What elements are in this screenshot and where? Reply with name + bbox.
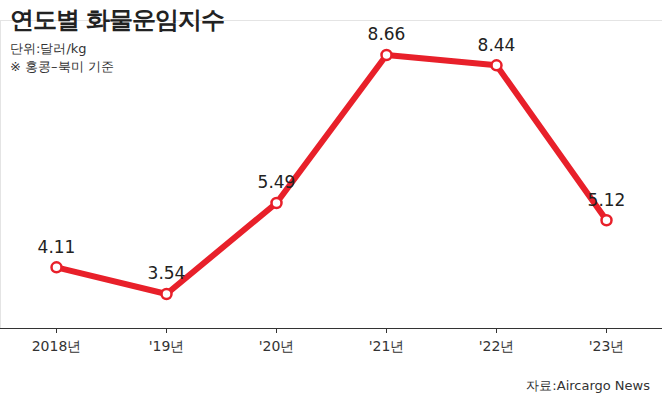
svg-text:4.11: 4.11	[38, 237, 76, 257]
html-text:※ 홍콩–북미 기준: ※ 홍콩–북미 기준	[10, 59, 114, 74]
svg-text:'22년: '22년	[479, 338, 515, 354]
svg-text:'23년: '23년	[589, 338, 625, 354]
svg-text:'21년: '21년	[369, 338, 405, 354]
svg-text:8.66: 8.66	[368, 24, 406, 44]
html-text:연도별 화물운임지수: 연도별 화물운임지수	[10, 6, 225, 34]
html-text:단위:달러/kg: 단위:달러/kg	[10, 41, 87, 56]
svg-text:'20년: '20년	[259, 338, 295, 354]
svg-text:'19년: '19년	[149, 338, 185, 354]
html-text:자료:Aircargo News: 자료:Aircargo News	[526, 378, 650, 393]
svg-text:2018년: 2018년	[32, 338, 82, 354]
svg-text:5.49: 5.49	[258, 172, 296, 192]
svg-text:5.12: 5.12	[588, 190, 626, 210]
svg-text:3.54: 3.54	[148, 263, 186, 283]
svg-text:8.44: 8.44	[478, 35, 516, 55]
